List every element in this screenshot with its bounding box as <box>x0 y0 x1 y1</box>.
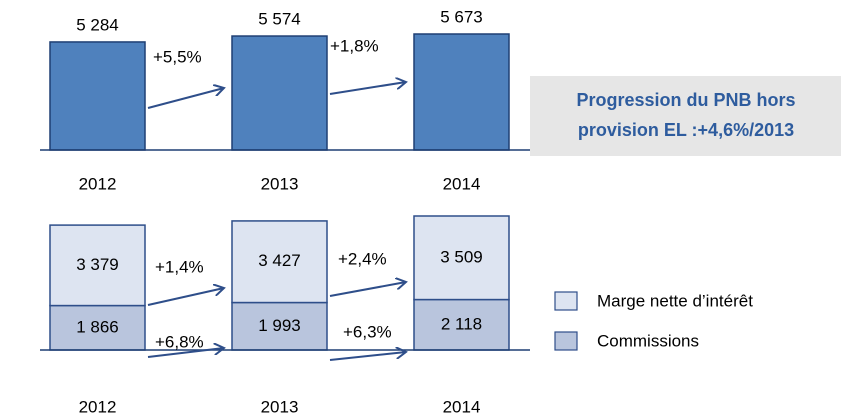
value-label: 1 993 <box>258 316 301 335</box>
arrow <box>147 88 224 109</box>
value-label: 5 673 <box>440 7 483 26</box>
legend-label: Marge nette d’intérêt <box>597 291 753 310</box>
growth-label: +1,8% <box>330 36 379 55</box>
x-tick-label: 2012 <box>79 397 117 416</box>
value-label: 5 574 <box>258 10 301 29</box>
arrow <box>147 348 224 358</box>
growth-label: +2,4% <box>338 249 387 268</box>
callout-text: Progression du PNB hors provision EL :+4,… <box>576 90 795 140</box>
arrow <box>329 282 406 297</box>
arrow <box>147 288 224 306</box>
bar-segment <box>231 301 328 351</box>
growth-label: +6,8% <box>155 332 204 351</box>
value-label: 3 509 <box>440 247 483 266</box>
arrow <box>329 352 406 361</box>
bar <box>413 33 510 151</box>
value-label: 1 866 <box>76 317 119 336</box>
value-label: 5 284 <box>76 15 119 34</box>
growth-label: +6,3% <box>343 322 392 341</box>
bar-segment <box>413 298 510 351</box>
x-tick-label: 2013 <box>261 397 299 416</box>
bar-segment <box>49 304 146 351</box>
x-tick-label: 2013 <box>261 174 299 193</box>
growth-label: +1,4% <box>155 257 204 276</box>
x-tick-label: 2014 <box>443 397 481 416</box>
bar-segment <box>49 224 146 307</box>
legend-label: Commissions <box>597 331 699 350</box>
value-label: 2 118 <box>441 314 482 333</box>
arrow <box>329 82 406 95</box>
bar-segment <box>413 215 510 301</box>
growth-label: +5,5% <box>153 47 202 66</box>
bar <box>231 35 328 151</box>
value-label: 3 379 <box>76 255 119 274</box>
x-tick-label: 2014 <box>443 174 481 193</box>
value-label: 3 427 <box>258 251 301 270</box>
legend-swatch <box>554 331 578 351</box>
bar <box>49 41 146 151</box>
x-tick-label: 2012 <box>79 174 117 193</box>
legend-swatch <box>554 291 578 311</box>
bar-segment <box>231 220 328 304</box>
callout-box <box>530 76 841 156</box>
